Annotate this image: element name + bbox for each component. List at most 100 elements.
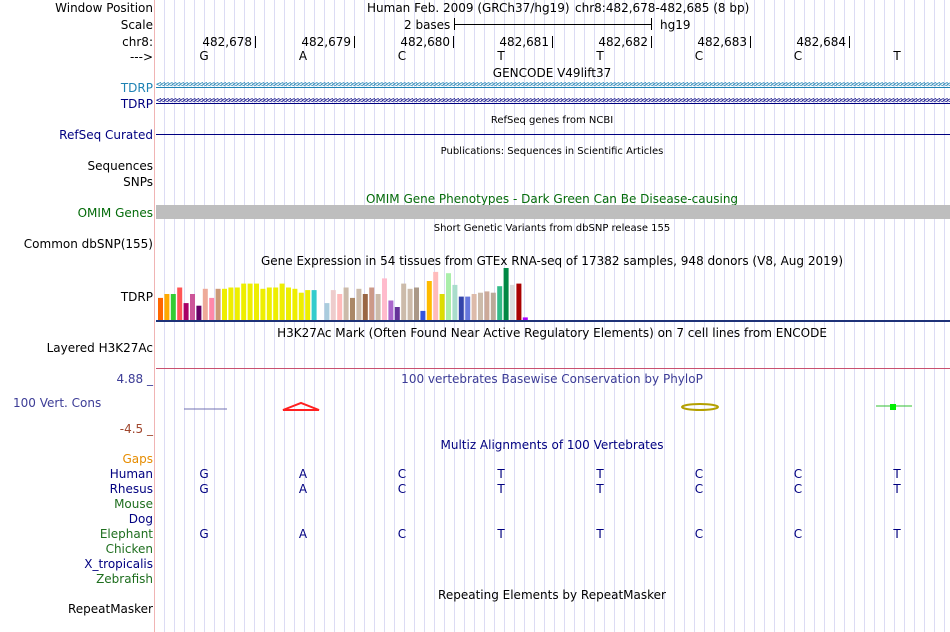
gtex-tissue-bar[interactable]	[516, 283, 522, 320]
publications-snps-label[interactable]: SNPs	[123, 175, 153, 189]
gtex-tissue-bar[interactable]	[401, 283, 407, 320]
grid-line	[574, 0, 575, 632]
strand-arrow-label[interactable]: --->	[129, 50, 153, 64]
refseq-track-label[interactable]: RefSeq Curated	[59, 128, 153, 142]
gtex-tissue-bar[interactable]	[407, 288, 413, 320]
gtex-tissue-bar[interactable]	[465, 296, 471, 320]
gtex-tissue-bar[interactable]	[324, 303, 330, 320]
grid-line	[654, 0, 655, 632]
multiz-species-label[interactable]: Gaps	[122, 452, 153, 466]
gencode-transcript-1[interactable]: <<<<<<<<<<<<<<<<<<<<<<<<<<<<<<<<<<<<<<<<…	[156, 81, 950, 95]
gtex-tissue-bar[interactable]	[382, 278, 387, 320]
gtex-tissue-bar[interactable]	[222, 288, 227, 320]
gtex-tissue-bar[interactable]	[420, 310, 426, 320]
grid-line	[724, 0, 725, 632]
gtex-tissue-bar[interactable]	[170, 294, 176, 320]
multiz-species-label[interactable]: Elephant	[99, 527, 153, 541]
gtex-tissue-bar[interactable]	[305, 290, 311, 320]
grid-line	[644, 0, 645, 632]
gtex-tissue-bar[interactable]	[158, 297, 163, 320]
gtex-tissue-bar[interactable]	[433, 271, 439, 320]
gtex-tissue-bar[interactable]	[164, 294, 170, 320]
phylop-conservation-plot[interactable]	[156, 396, 950, 420]
ruler-base: C	[793, 49, 803, 63]
gtex-tissue-bar[interactable]	[439, 294, 445, 320]
gtex-tissue-bar[interactable]	[298, 292, 304, 320]
publications-sequences-label[interactable]: Sequences	[87, 159, 153, 173]
refseq-gene-line[interactable]	[156, 134, 950, 135]
gtex-tissue-bar[interactable]	[458, 296, 464, 320]
gtex-tissue-bar[interactable]	[292, 288, 298, 320]
gencode-gene-label-1[interactable]: TDRP	[120, 81, 153, 95]
gtex-tissue-bar[interactable]	[497, 286, 503, 320]
gtex-tissue-bar[interactable]	[350, 297, 355, 320]
multiz-species-label[interactable]: Human	[109, 467, 153, 481]
multiz-species-label[interactable]: Rhesus	[109, 482, 153, 496]
gtex-tissue-bar[interactable]	[311, 290, 317, 320]
gtex-tissue-bar[interactable]	[228, 287, 234, 321]
gtex-tissue-bar[interactable]	[414, 287, 419, 321]
gtex-expression-chart[interactable]	[156, 268, 950, 323]
multiz-species-label[interactable]: Dog	[128, 512, 153, 526]
gtex-tissue-bar[interactable]	[446, 273, 451, 320]
dbsnp-track-label[interactable]: Common dbSNP(155)	[23, 237, 153, 251]
gtex-tissue-bar[interactable]	[362, 294, 368, 320]
gtex-tissue-bar[interactable]	[183, 303, 189, 320]
coordinate-tick	[453, 36, 454, 48]
transcript-line	[156, 103, 950, 104]
gtex-tissue-bar[interactable]	[478, 292, 483, 320]
gtex-tissue-bar[interactable]	[343, 287, 349, 321]
alignment-base: C	[397, 467, 407, 481]
omim-track-label[interactable]: OMIM Genes	[77, 206, 153, 220]
h3k27ac-track-label[interactable]: Layered H3K27Ac	[46, 341, 153, 355]
grid-line	[784, 0, 785, 632]
gtex-tissue-bar[interactable]	[522, 317, 528, 320]
gtex-tissue-bar[interactable]	[375, 294, 381, 320]
gtex-tissue-bar[interactable]	[426, 281, 432, 320]
gtex-tissue-bar[interactable]	[471, 294, 477, 320]
omim-gene-bar[interactable]	[156, 205, 950, 219]
gtex-tissue-bar[interactable]	[273, 287, 279, 321]
multiz-species-label[interactable]: X_tropicalis	[84, 557, 153, 571]
gtex-tissue-bar[interactable]	[279, 283, 285, 320]
gtex-tissue-bar[interactable]	[247, 283, 253, 320]
gtex-tissue-bar[interactable]	[254, 283, 259, 320]
gtex-tissue-bar[interactable]	[190, 294, 195, 320]
gtex-tissue-bar[interactable]	[484, 291, 490, 320]
gtex-tissue-bar[interactable]	[266, 287, 272, 321]
phylop-track-label[interactable]: 100 Vert. Cons	[13, 396, 102, 410]
gencode-gene-label-2[interactable]: TDRP	[120, 97, 153, 111]
gtex-tissue-bar[interactable]	[177, 287, 183, 321]
alignment-base: C	[793, 527, 803, 541]
gtex-tissue-bar[interactable]	[503, 268, 509, 320]
alignment-base: T	[893, 467, 901, 481]
gtex-tissue-bar[interactable]	[394, 307, 400, 320]
gtex-track-label[interactable]: TDRP	[120, 290, 153, 304]
gtex-tissue-bar[interactable]	[260, 288, 266, 320]
gtex-tissue-bar[interactable]	[337, 294, 343, 320]
gtex-tissue-bar[interactable]	[490, 292, 496, 320]
gtex-tissue-bar[interactable]	[209, 297, 215, 320]
gtex-tissue-bar[interactable]	[234, 287, 240, 321]
gtex-tissue-bar[interactable]	[369, 287, 375, 321]
gtex-tissue-bar[interactable]	[510, 284, 515, 320]
multiz-species-label[interactable]: Mouse	[114, 497, 153, 511]
repeatmasker-track-label[interactable]: RepeatMasker	[67, 602, 153, 616]
multiz-species-label[interactable]: Chicken	[105, 542, 153, 556]
gtex-tissue-bar[interactable]	[452, 284, 458, 320]
gtex-tissue-bar[interactable]	[330, 290, 336, 320]
grid-line	[634, 0, 635, 632]
gtex-tissue-bar[interactable]	[356, 288, 362, 320]
gencode-transcript-2[interactable]: <<<<<<<<<<<<<<<<<<<<<<<<<<<<<<<<<<<<<<<<…	[156, 97, 950, 111]
gtex-tissue-bar[interactable]	[202, 288, 208, 320]
gtex-tissue-bar[interactable]	[196, 305, 202, 320]
grid-line	[804, 0, 805, 632]
grid-line	[744, 0, 745, 632]
grid-line	[904, 0, 905, 632]
grid-line	[944, 0, 945, 632]
multiz-species-label[interactable]: Zebrafish	[96, 572, 153, 586]
gtex-tissue-bar[interactable]	[388, 300, 394, 321]
gtex-tissue-bar[interactable]	[241, 283, 247, 320]
gtex-tissue-bar[interactable]	[215, 288, 221, 320]
gtex-tissue-bar[interactable]	[286, 287, 291, 321]
